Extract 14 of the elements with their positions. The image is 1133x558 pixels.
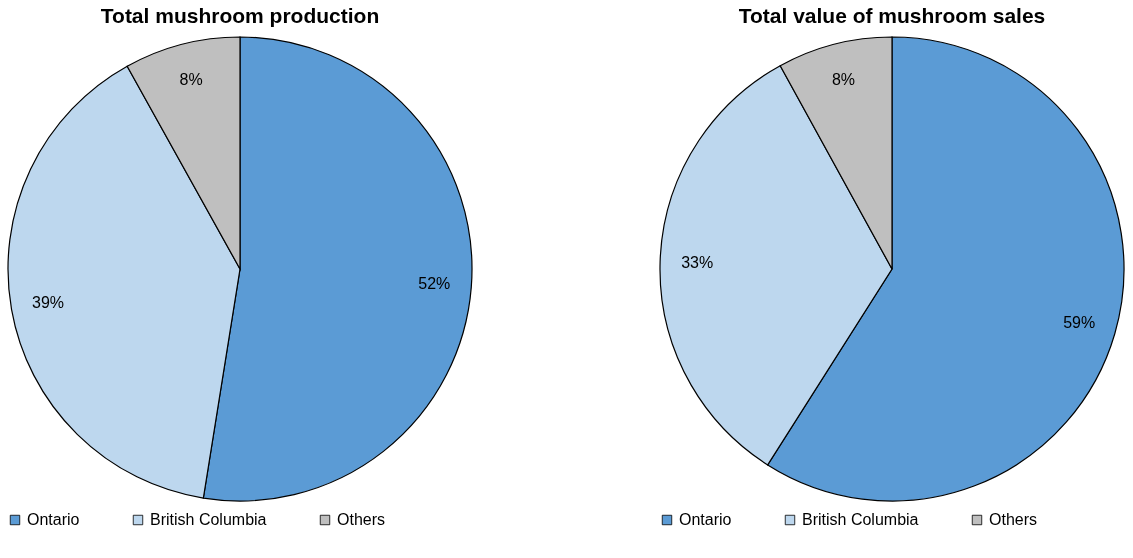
- legend-label: Ontario: [679, 511, 732, 528]
- legend-label: British Columbia: [150, 511, 267, 528]
- data-label: 52%: [418, 275, 451, 293]
- legend-label: Others: [337, 511, 386, 528]
- chart-title: Total mushroom production: [100, 3, 380, 27]
- legend-label: Others: [989, 511, 1038, 528]
- legend-label: Ontario: [27, 511, 80, 528]
- data-label: 8%: [831, 71, 856, 89]
- data-label: 33%: [681, 253, 714, 271]
- legend-label: British Columbia: [802, 511, 919, 528]
- data-label: 8%: [179, 71, 203, 89]
- data-label: 39%: [32, 293, 65, 311]
- data-label: 59%: [1063, 314, 1096, 332]
- chart-title: Total value of mushroom sales: [738, 3, 1046, 27]
